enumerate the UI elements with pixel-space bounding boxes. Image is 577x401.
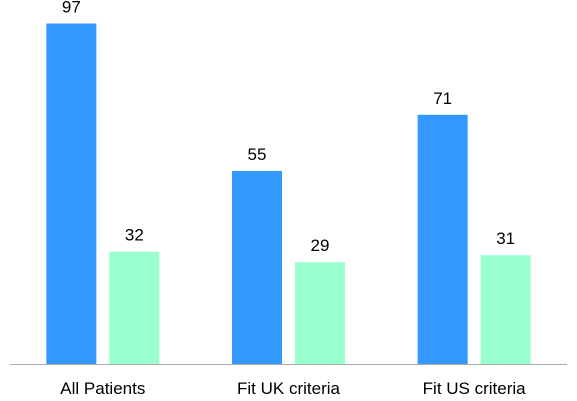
value-label-1-2: 55 (248, 145, 267, 164)
value-labels-group: 97 32 55 29 71 31 (62, 0, 515, 255)
bar-1-1 (46, 23, 97, 365)
value-label-2-3: 31 (496, 229, 515, 248)
category-labels-group: All Patients Fit UK criteria Fit US criter… (60, 379, 526, 398)
value-label-2-2: 29 (311, 236, 330, 255)
bar-1-3 (417, 114, 468, 364)
value-label-2-1: 32 (125, 226, 144, 245)
bar-2-3 (480, 255, 531, 364)
category-label-3: Fit US criteria (423, 379, 527, 398)
value-label-1-3: 71 (433, 89, 452, 108)
bars-group (46, 23, 531, 365)
category-label-2: Fit UK criteria (237, 379, 341, 398)
bar-2-2 (295, 262, 345, 364)
category-label-1: All Patients (60, 379, 145, 398)
bar-2-1 (109, 251, 160, 364)
bar-1-2 (232, 170, 282, 364)
value-label-1-1: 97 (62, 0, 81, 17)
